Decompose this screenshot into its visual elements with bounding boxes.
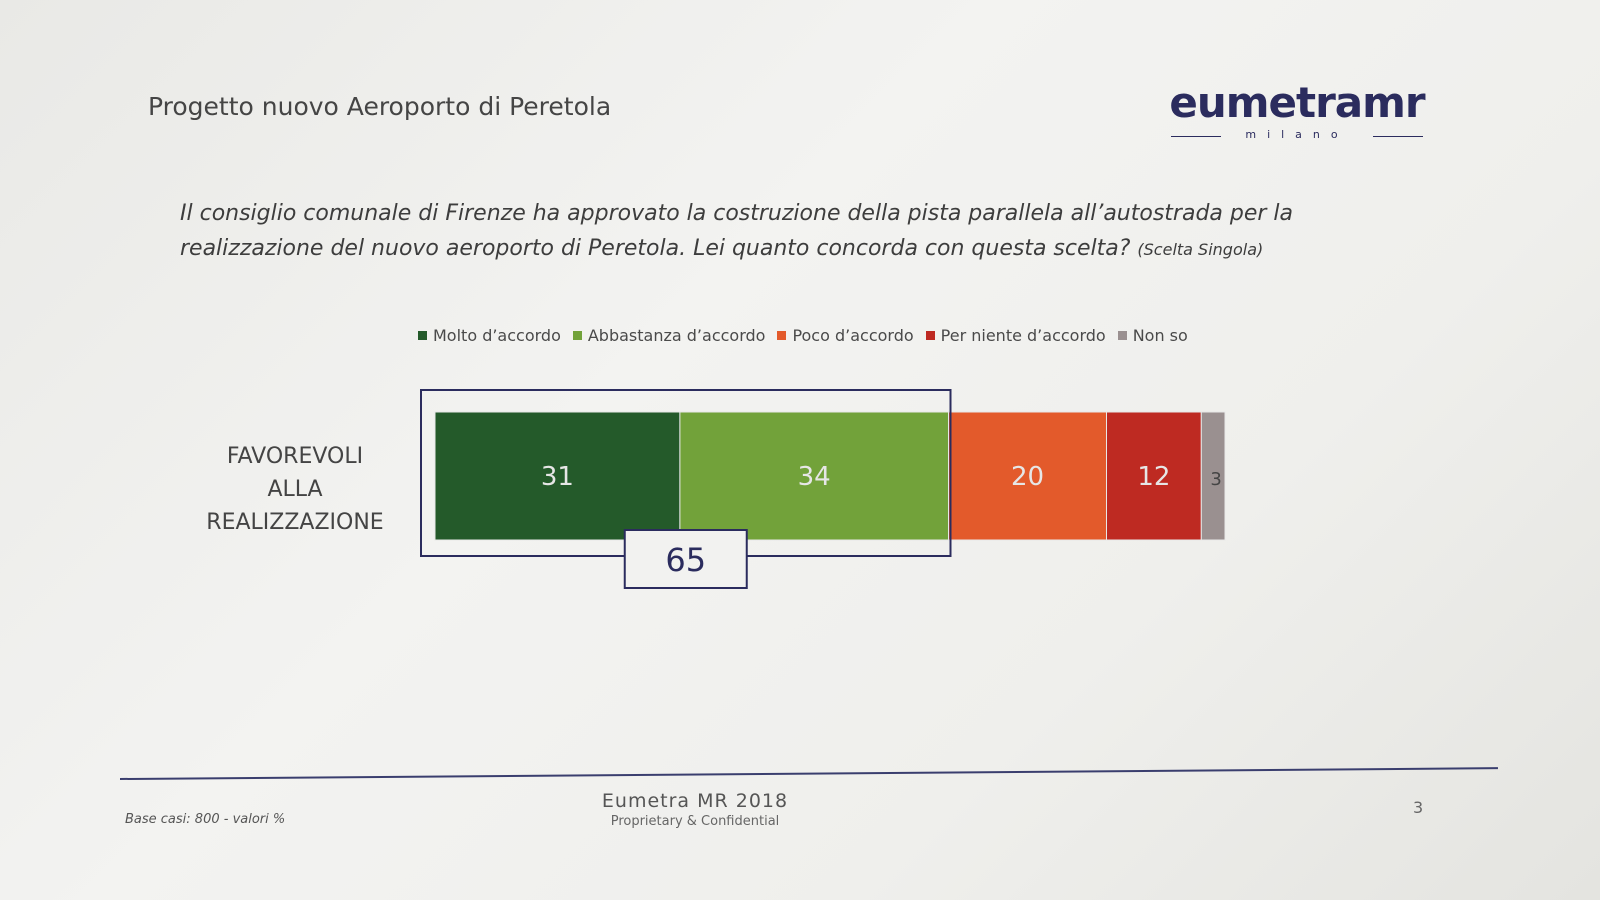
footer-center: Eumetra MR 2018 Proprietary & Confidenti… — [560, 790, 830, 829]
legend-label: Abbastanza d’accordo — [587, 326, 766, 345]
logo-word: eumetramr — [1169, 78, 1425, 127]
legend-label: Poco d’accordo — [792, 326, 914, 345]
data-label: 3 — [1210, 469, 1221, 490]
data-label: 34 — [798, 462, 831, 492]
category-label-line: ALLA — [267, 477, 323, 502]
legend-swatch — [1117, 331, 1127, 340]
legend-item: Per niente d’accordo — [925, 326, 1106, 345]
legend-swatch — [777, 331, 787, 340]
bar-segment — [948, 411, 1107, 541]
bar-segment — [679, 411, 950, 541]
page-number: 3 — [1413, 798, 1424, 817]
survey-question: Il consiglio comunale di Firenze ha appr… — [180, 196, 1440, 267]
legend-label: Molto d’accordo — [433, 326, 561, 345]
legend-swatch — [572, 331, 582, 340]
data-label: 31 — [541, 462, 574, 492]
category-label: FAVOREVOLI ALLA REALIZZAZIONE — [195, 440, 395, 539]
category-label-line: FAVOREVOLI — [226, 444, 364, 469]
data-label: 20 — [1011, 462, 1044, 492]
data-label: 12 — [1137, 462, 1170, 492]
legend-item: Molto d’accordo — [418, 326, 561, 345]
chart-legend: Molto d’accordo Abbastanza d’accordo Poco … — [418, 326, 1188, 345]
question-text: Il consiglio comunale di Firenze ha appr… — [180, 201, 1294, 261]
legend-label: Non so — [1132, 326, 1188, 345]
question-note: (Scelta Singola) — [1137, 240, 1264, 259]
legend-swatch — [925, 331, 935, 340]
total-box — [623, 529, 748, 589]
slide-title: Progetto nuovo Aeroporto di Peretola — [148, 92, 612, 121]
footer-confidential: Proprietary & Confidential — [610, 814, 780, 829]
logo-subtitle: milano — [1245, 128, 1349, 141]
logo-line-left — [1171, 136, 1221, 137]
total-label: 65 — [665, 541, 706, 579]
bar-segment — [1200, 411, 1226, 541]
footer-brand: Eumetra MR 2018 — [601, 790, 789, 812]
legend-item: Poco d’accordo — [777, 326, 914, 345]
bar-segment — [1106, 411, 1202, 541]
legend-swatch — [418, 331, 427, 340]
category-label-line: REALIZZAZIONE — [206, 510, 384, 535]
bar-segment — [434, 411, 681, 541]
legend-item: Abbastanza d’accordo — [572, 326, 766, 345]
base-note: Base casi: 800 - valori % — [125, 812, 286, 827]
eumetra-logo: eumetramr milano — [1166, 78, 1428, 146]
legend-item: Non so — [1117, 326, 1188, 345]
legend-label: Per niente d’accordo — [940, 326, 1106, 345]
logo-line-right — [1373, 136, 1423, 137]
